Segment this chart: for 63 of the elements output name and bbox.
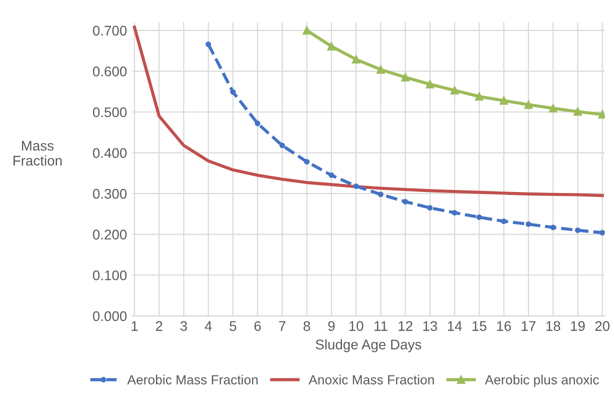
x-tick-label: 1	[132, 321, 138, 331]
point	[206, 42, 212, 48]
point	[327, 42, 336, 51]
y-tick-label: 0.700	[92, 26, 127, 36]
point	[501, 218, 507, 224]
legend-label: Aerobic plus anoxic	[484, 374, 599, 388]
x-tick-label: 18	[546, 321, 560, 331]
point	[476, 214, 482, 220]
x-tick-label: 16	[497, 321, 511, 331]
legend-label: Aerobic Mass Fraction	[127, 374, 258, 384]
x-tick-label: 14	[448, 321, 462, 331]
point	[378, 192, 384, 198]
point	[352, 55, 360, 64]
x-tick-label: 3	[180, 321, 187, 331]
x-tick-label: 4	[204, 321, 212, 331]
point	[500, 96, 508, 105]
y-tick-label: 0.200	[92, 230, 127, 240]
point	[401, 73, 410, 82]
x-tick-label: 19	[571, 321, 585, 331]
point	[550, 224, 556, 230]
point	[600, 230, 605, 236]
point	[526, 221, 532, 227]
point	[452, 210, 458, 216]
x-tick-label: 15	[472, 321, 486, 331]
x-tick-label: 11	[374, 321, 388, 331]
x-tick-label: 2	[156, 321, 162, 331]
x-tick-label: 13	[423, 321, 438, 331]
y-tick-label: 0.100	[92, 270, 127, 280]
point	[279, 142, 285, 148]
x-tick-label: 8	[304, 321, 310, 331]
x-tick-label: 9	[328, 321, 335, 331]
point	[524, 100, 533, 109]
point	[254, 120, 260, 126]
point	[426, 80, 434, 88]
y-tick-label: 0.600	[92, 66, 127, 76]
x-tick-label: 6	[254, 321, 261, 331]
y-tick-label: 0.500	[92, 107, 127, 118]
point	[328, 172, 334, 178]
y-tick-label: 0.000	[92, 311, 127, 322]
point	[574, 227, 580, 234]
x-tick-label: 20	[595, 321, 610, 331]
y-tick-label: 0.400	[92, 148, 127, 158]
point	[475, 92, 484, 101]
point	[304, 158, 310, 165]
y-axis-title: Mass Fraction	[14, 140, 62, 166]
x-tick-label: 7	[279, 321, 286, 331]
x-tick-label: 5	[230, 321, 236, 331]
point	[574, 107, 582, 116]
y-tick-label: 0.300	[92, 188, 127, 199]
point	[376, 65, 385, 74]
x-tick-label: 10	[349, 321, 364, 331]
point	[450, 86, 459, 95]
x-tick-label: 12	[398, 321, 412, 331]
line-series	[132, 26, 604, 198]
point	[402, 198, 408, 204]
point	[427, 205, 433, 211]
point	[230, 89, 236, 95]
x-axis-title: Sludge Age Days	[316, 339, 422, 352]
point	[353, 183, 359, 189]
point	[548, 104, 558, 112]
x-tick-label: 17	[522, 321, 536, 331]
legend-label: Anoxic Mass Fraction	[308, 374, 434, 384]
point	[302, 26, 312, 35]
